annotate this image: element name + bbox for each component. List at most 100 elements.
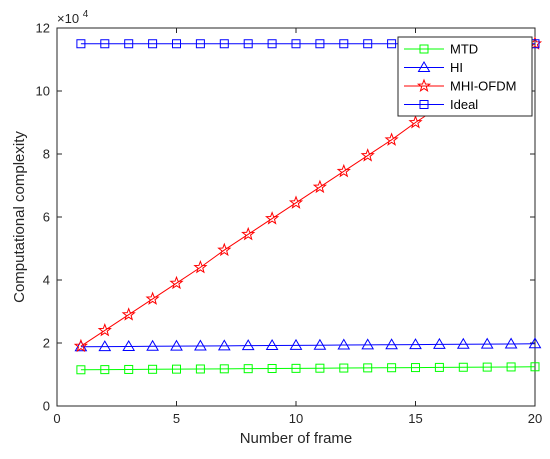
data-point-hi — [241, 339, 255, 351]
y-axis-exponent-power: 4 — [83, 9, 89, 20]
data-point-mhi-ofdm — [169, 275, 184, 290]
data-point-hi — [313, 338, 327, 350]
data-point-mhi-ofdm — [288, 195, 304, 209]
series-mtd — [76, 362, 540, 375]
legend-item-hi: HI — [404, 60, 463, 75]
y-tick-label: 10 — [36, 84, 50, 99]
series-hi — [74, 337, 542, 352]
legend-label: Ideal — [450, 97, 478, 112]
y-axis-exponent-label: ×10 4 — [57, 9, 89, 26]
data-point-mtd — [219, 364, 229, 374]
legend-item-mhi-ofdm: MHI-OFDM — [404, 79, 516, 94]
data-point-mhi-ofdm — [336, 163, 351, 178]
y-axis-exponent-base: ×10 — [57, 11, 79, 26]
data-point-ideal — [219, 39, 229, 49]
data-point-hi — [337, 338, 351, 350]
data-point-ideal — [339, 39, 349, 49]
data-point-ideal — [243, 39, 253, 49]
data-point-ideal — [195, 39, 205, 49]
data-point-mhi-ofdm — [121, 307, 136, 321]
legend-swatch-marker — [419, 44, 429, 54]
data-point-mtd — [243, 364, 253, 374]
y-tick-label: 0 — [43, 399, 50, 414]
data-point-ideal — [124, 39, 134, 49]
legend-swatch-marker — [419, 100, 429, 109]
y-tick-label: 6 — [43, 210, 50, 225]
data-point-mtd — [267, 364, 277, 374]
data-point-mtd — [172, 364, 181, 374]
data-point-mtd — [124, 364, 134, 374]
y-axis-label: Computational complexity — [11, 131, 28, 303]
data-point-hi — [122, 339, 136, 351]
y-tick-label: 2 — [43, 336, 50, 351]
data-point-ideal — [363, 39, 373, 49]
data-point-ideal — [172, 39, 181, 49]
data-point-mhi-ofdm — [265, 211, 280, 225]
legend-swatch-marker — [416, 78, 432, 93]
data-point-ideal — [291, 39, 301, 49]
data-point-mtd — [530, 362, 540, 372]
x-tick-label: 10 — [289, 411, 303, 426]
data-point-mtd — [315, 363, 325, 373]
x-axis-label: Number of frame — [240, 430, 353, 447]
data-point-hi — [217, 339, 231, 351]
data-point-hi — [146, 339, 159, 351]
data-point-mhi-ofdm — [73, 338, 88, 353]
data-point-hi — [409, 338, 422, 350]
data-point-hi — [289, 338, 303, 350]
data-point-ideal — [148, 39, 158, 49]
x-tick-label: 0 — [53, 411, 60, 426]
y-tick-label: 12 — [36, 21, 50, 36]
data-point-hi — [385, 338, 398, 350]
data-point-hi — [361, 338, 375, 350]
axis-tick-labels: 0 5 10 15 20 0 2 4 6 8 10 12 — [36, 21, 543, 427]
legend: MTD HI MHI-OFDM Ideal — [397, 36, 533, 117]
data-point-mtd — [387, 363, 397, 373]
data-point-mtd — [76, 365, 86, 375]
data-point-mhi-ofdm — [312, 179, 327, 194]
data-point-mtd — [411, 363, 420, 373]
data-point-mhi-ofdm — [408, 115, 423, 129]
data-point-ideal — [267, 39, 277, 49]
data-point-mhi-ofdm — [360, 148, 375, 162]
data-point-ideal — [76, 39, 86, 49]
data-point-hi — [265, 339, 279, 351]
data-point-mtd — [434, 362, 444, 372]
data-point-mhi-ofdm — [217, 242, 232, 257]
data-point-ideal — [315, 39, 325, 49]
x-tick-label: 5 — [173, 411, 180, 426]
data-point-mtd — [100, 365, 110, 375]
data-point-mtd — [506, 362, 516, 372]
data-point-mhi-ofdm — [193, 259, 208, 274]
data-point-hi — [194, 339, 207, 351]
data-point-hi — [433, 337, 446, 349]
legend-item-ideal: Ideal — [404, 97, 478, 112]
data-point-mtd — [339, 363, 349, 373]
data-point-mtd — [458, 362, 468, 372]
legend-swatch-marker — [417, 61, 431, 72]
data-point-mtd — [291, 363, 301, 373]
legend-label: MHI-OFDM — [450, 79, 516, 94]
data-point-ideal — [100, 39, 110, 49]
series-line-hi — [80, 343, 536, 348]
legend-label: MTD — [450, 42, 478, 57]
data-point-hi — [456, 337, 470, 349]
x-tick-label: 15 — [408, 411, 422, 426]
data-point-mtd — [363, 363, 373, 373]
data-point-mtd — [195, 364, 205, 374]
data-point-mhi-ofdm — [241, 226, 256, 241]
x-tick-label: 20 — [528, 411, 542, 426]
data-point-mhi-ofdm — [384, 132, 399, 146]
data-point-hi — [98, 340, 112, 352]
data-point-hi — [528, 337, 542, 349]
axis-ticks — [56, 27, 536, 407]
legend-item-mtd: MTD — [404, 42, 478, 57]
data-point-mhi-ofdm — [97, 322, 112, 337]
data-point-hi — [504, 337, 518, 349]
data-point-mtd — [148, 364, 158, 374]
legend-label: HI — [450, 60, 463, 75]
data-point-ideal — [387, 39, 397, 49]
data-point-mtd — [482, 362, 492, 372]
y-tick-label: 8 — [43, 147, 50, 162]
